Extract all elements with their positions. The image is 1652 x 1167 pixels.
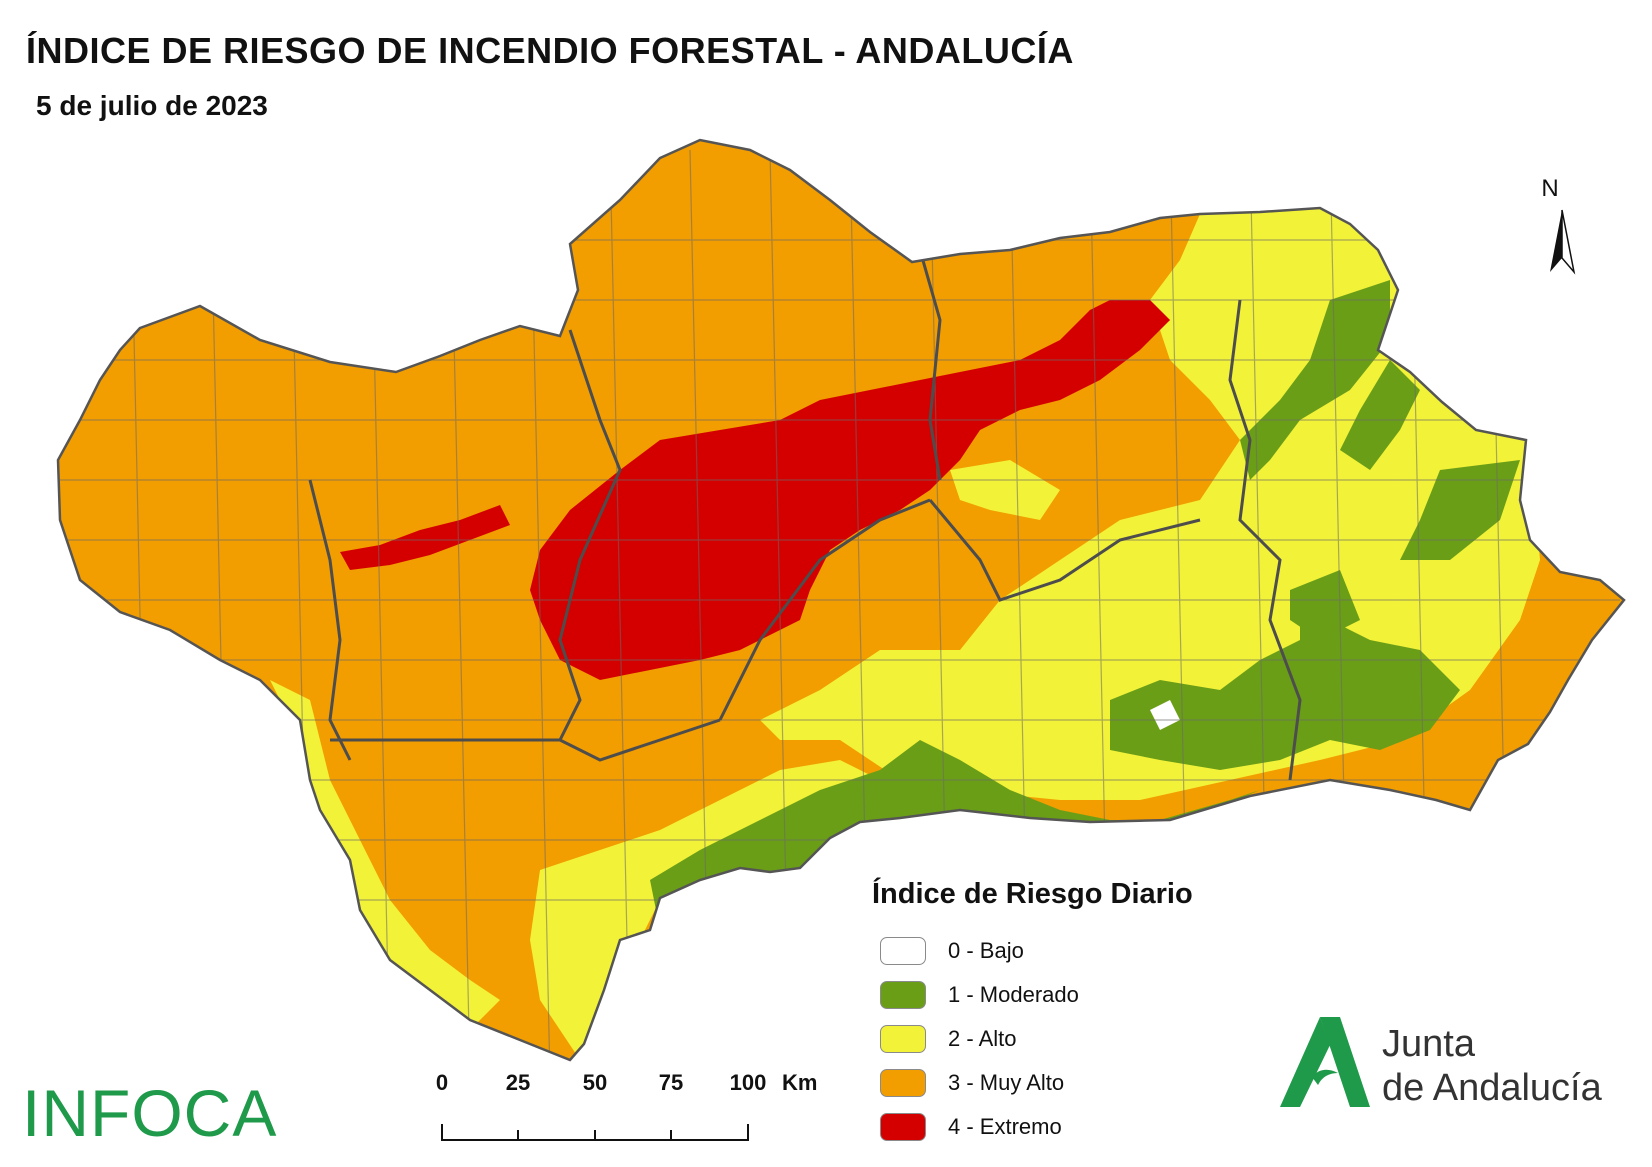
- scale-tick-label: 75: [658, 1070, 684, 1095]
- legend-swatch-moderado: [880, 981, 926, 1009]
- infoca-logo: INFOCA: [22, 1076, 278, 1150]
- zone-extremo-main: [530, 300, 1170, 680]
- scale-tick-label: 50: [582, 1070, 608, 1095]
- zone-moderado-west: [1290, 570, 1360, 640]
- north-arrow-icon: [1550, 209, 1576, 275]
- zone-moderado-north: [1240, 280, 1390, 480]
- legend-swatch-extremo: [880, 1113, 926, 1141]
- legend-label: 1 - Moderado: [948, 982, 1079, 1007]
- legend-label: 3 - Muy Alto: [948, 1070, 1065, 1095]
- legend-item-moderado: 1 - Moderado: [872, 973, 1193, 1017]
- scale-bar: 0 25 50 75 100 Km: [430, 1070, 830, 1100]
- legend-item-alto: 2 - Alto: [872, 1017, 1193, 1061]
- zone-moderado-east: [1340, 360, 1420, 470]
- region-outline: [56, 138, 1626, 1062]
- north-label: N: [1541, 175, 1559, 202]
- junta-andalucia-wordmark: Junta de Andalucía: [1382, 1022, 1602, 1110]
- legend-item-muy-alto: 3 - Muy Alto: [872, 1061, 1193, 1105]
- north-label-box: N: [1530, 175, 1570, 203]
- zone-moderado-ridge: [1400, 460, 1520, 560]
- legend-title: Índice de Riesgo Diario: [872, 878, 1193, 910]
- scale-tick-label: 100: [729, 1070, 767, 1095]
- zone-extremo-northeast: [1070, 300, 1170, 360]
- junta-andalucia-logo-icon: [1280, 1017, 1370, 1107]
- legend-swatch-muy-alto: [880, 1069, 926, 1097]
- risk-zones: [58, 140, 1624, 1060]
- scale-unit: Km: [782, 1070, 818, 1095]
- zone-alto-center: [950, 460, 1060, 520]
- zone-extremo-west: [340, 505, 510, 570]
- legend-label: 0 - Bajo: [948, 938, 1024, 963]
- junta-line-1: Junta: [1382, 1023, 1475, 1065]
- zone-moderado-south: [650, 740, 1260, 930]
- zone-moderado-central: [1110, 600, 1460, 770]
- scale-tick-label: 0: [435, 1070, 449, 1095]
- junta-line-2: de Andalucía: [1382, 1067, 1602, 1109]
- scale-bar-labels: 0 25 50 75 100 Km: [430, 1070, 830, 1100]
- legend-label: 2 - Alto: [948, 1026, 1017, 1051]
- legend-item-bajo: 0 - Bajo: [872, 929, 1193, 973]
- legend-swatch-alto: [880, 1025, 926, 1053]
- legend-swatch-bajo: [880, 937, 926, 965]
- zone-bajo-island: [1150, 700, 1180, 730]
- map-date: 5 de julio de 2023: [36, 90, 268, 121]
- legend-item-extremo: 4 - Extremo: [872, 1105, 1193, 1149]
- map-title: ÍNDICE DE RIESGO DE INCENDIO FORESTAL - …: [26, 30, 1074, 71]
- legend-label: 4 - Extremo: [948, 1114, 1062, 1139]
- legend: Índice de Riesgo Diario 0 - Bajo 1 - Mod…: [872, 878, 1193, 1149]
- scale-tick-label: 25: [505, 1070, 531, 1095]
- province-boundaries: [308, 249, 1302, 781]
- scale-bar-line: [441, 1124, 749, 1141]
